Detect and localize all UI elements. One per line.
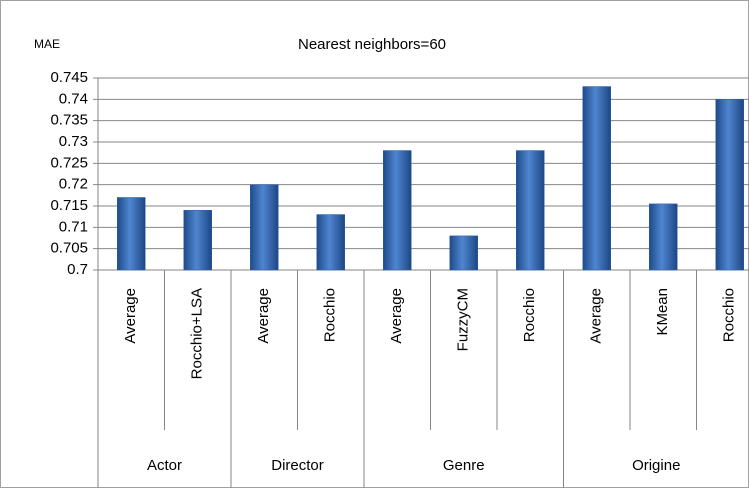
y-tick-label: 0.72 [59, 176, 88, 193]
bar [582, 86, 611, 271]
bar [183, 210, 212, 271]
group-label: Genre [443, 457, 485, 474]
bar [449, 235, 478, 271]
x-tick-label: Average [122, 288, 139, 344]
x-tick-label: Average [255, 288, 272, 344]
x-tick-label: FuzzyCM [455, 288, 472, 351]
y-tick-label: 0.735 [50, 112, 88, 129]
x-tick-label: Rocchio [521, 288, 538, 342]
bar [117, 197, 146, 271]
bar [316, 214, 345, 271]
group-label: Actor [147, 457, 182, 474]
bar [715, 99, 744, 271]
y-tick-label: 0.745 [50, 69, 88, 86]
x-tick-label: KMean [654, 288, 671, 336]
x-tick-label: Rocchio+LSA [189, 288, 206, 379]
bar [250, 184, 279, 271]
x-tick-label: Average [388, 288, 405, 344]
bar [649, 203, 678, 271]
bar [383, 150, 412, 271]
bar [516, 150, 545, 271]
group-label: Director [271, 457, 324, 474]
y-tick-label: 0.74 [59, 90, 88, 107]
y-axis-label: MAE [34, 37, 60, 51]
x-tick-label: Rocchio [721, 288, 738, 342]
y-tick-label: 0.705 [50, 240, 88, 257]
y-tick-label: 0.7 [67, 261, 88, 278]
y-tick-label: 0.715 [50, 197, 88, 214]
y-tick-label: 0.725 [50, 154, 88, 171]
group-label: Origine [632, 457, 680, 474]
chart-title: Nearest neighbors=60 [298, 36, 446, 53]
x-tick-label: Average [588, 288, 605, 344]
y-tick-label: 0.71 [59, 218, 88, 235]
y-tick-label: 0.73 [59, 133, 88, 150]
x-tick-label: Rocchio [322, 288, 339, 342]
